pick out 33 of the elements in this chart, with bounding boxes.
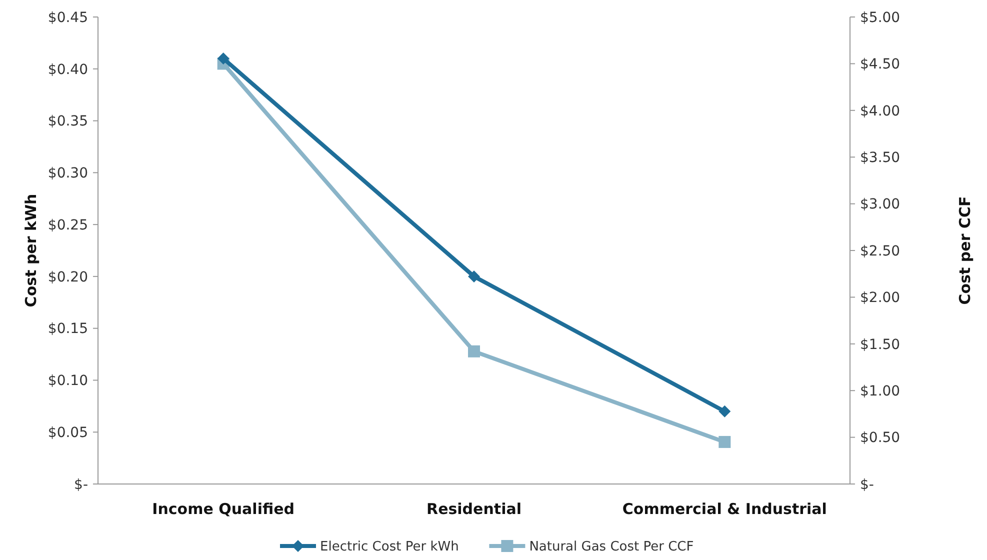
y2-tick-label: $2.00 [860,290,900,306]
y2-tick-label: $4.00 [860,103,900,120]
legend-label: Electric Cost Per kWh [320,540,459,555]
y-tick-label: $- [74,476,88,493]
y-tick-label: $0.25 [48,217,88,234]
y-tick-label: $0.40 [48,62,88,78]
y2-tick-label: $3.50 [860,150,900,166]
x-tick-label: Residential [426,500,522,518]
legend-label: Natural Gas Cost Per CCF [529,540,694,555]
x-tick-label: Income Qualified [152,500,295,518]
y-tick-label: $0.20 [48,269,88,286]
y2-axis-title: Cost per CCF [956,196,974,305]
x-tick-label: Commercial & Industrial [622,500,827,518]
y2-tick-label: $3.00 [860,196,900,213]
y2-tick-label: $2.50 [860,243,900,260]
y2-tick-label: $4.50 [860,56,900,73]
y2-tick-label: $1.50 [860,336,900,353]
y-axis-title: Cost per kWh [22,194,40,308]
y2-tick-label: $0.50 [860,430,900,446]
y2-tick-label: $- [860,476,874,493]
point [468,270,480,282]
y-tick-label: $0.45 [48,10,88,26]
y-tick-label: $0.30 [48,166,88,182]
y-tick-label: $0.10 [48,373,88,390]
point [217,52,230,65]
point [718,436,731,448]
point [718,405,731,418]
y-tick-label: $0.05 [48,425,88,442]
point [468,345,480,358]
y-tick-label: $0.15 [48,321,88,338]
y-tick-label: $0.35 [48,114,88,130]
y2-tick-label: $1.00 [860,384,900,400]
y2-tick-label: $5.00 [860,10,900,26]
